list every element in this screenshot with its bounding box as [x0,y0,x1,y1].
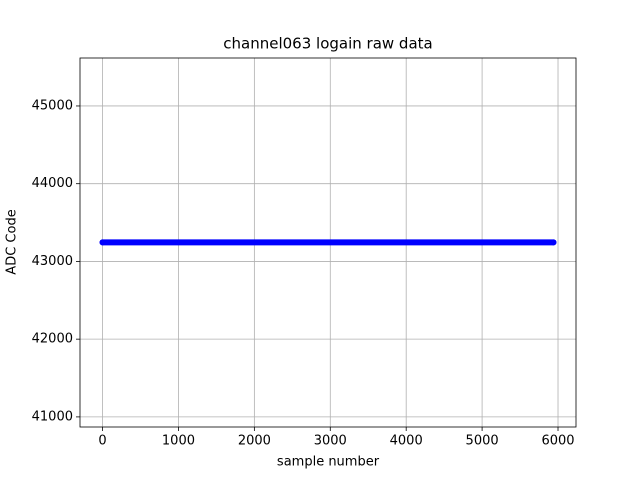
y-tick-label: 44000 [32,176,73,191]
chart-title: channel063 logain raw data [223,35,432,53]
x-tick-label: 6000 [541,434,574,449]
y-tick-label: 41000 [32,409,73,424]
x-axis-label: sample number [277,455,380,470]
data-point [550,239,557,246]
x-tick-label: 1000 [162,434,195,449]
x-tick-label: 5000 [466,434,499,449]
y-tick-label: 42000 [32,332,73,347]
x-tick-label: 0 [98,434,106,449]
x-tick-label: 4000 [390,434,423,449]
x-tick-label: 2000 [238,434,271,449]
x-tick-label: 3000 [314,434,347,449]
data-point [99,239,106,246]
y-tick-label: 45000 [32,98,73,113]
y-tick-label: 43000 [32,254,73,269]
plot-frame [79,57,577,428]
y-axis-label: ADC Code [5,209,20,274]
